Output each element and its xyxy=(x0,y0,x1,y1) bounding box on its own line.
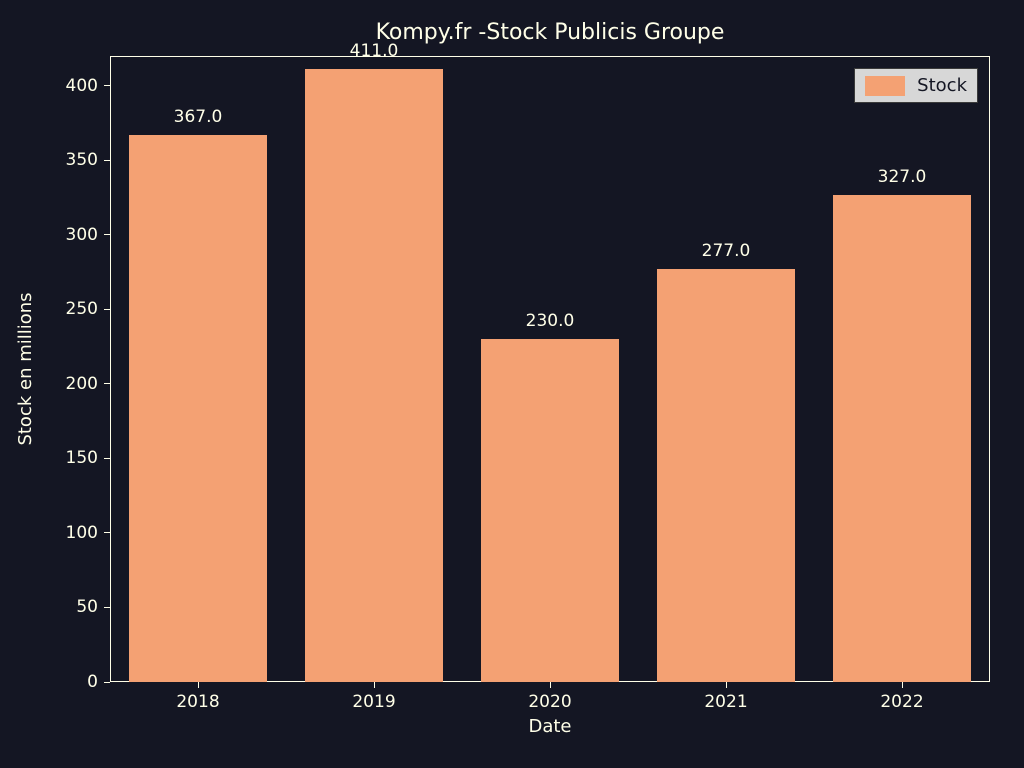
x-tick-label: 2020 xyxy=(528,692,571,712)
legend-label: Stock xyxy=(917,75,967,96)
x-tick-mark xyxy=(374,682,375,688)
x-tick-label: 2018 xyxy=(176,692,219,712)
y-tick-label: 250 xyxy=(66,299,98,319)
y-tick-label: 100 xyxy=(66,523,98,543)
x-tick-mark xyxy=(198,682,199,688)
legend-swatch xyxy=(865,76,905,96)
bar xyxy=(657,269,794,682)
x-tick-mark xyxy=(902,682,903,688)
chart-title: Kompy.fr -Stock Publicis Groupe xyxy=(376,20,725,45)
y-tick-label: 50 xyxy=(76,597,98,617)
x-tick-label: 2021 xyxy=(704,692,747,712)
spine-left xyxy=(110,56,111,682)
y-axis-label: Stock en millions xyxy=(15,292,36,445)
spine-right xyxy=(989,56,990,682)
y-tick-mark xyxy=(104,309,110,310)
spine-top xyxy=(110,56,990,57)
x-tick-mark xyxy=(726,682,727,688)
bar-value-label: 367.0 xyxy=(174,107,223,127)
bar xyxy=(481,339,618,682)
legend: Stock xyxy=(854,68,978,103)
y-tick-label: 0 xyxy=(87,672,98,692)
bar xyxy=(833,195,970,682)
bar-value-label: 327.0 xyxy=(878,167,927,187)
y-tick-mark xyxy=(104,607,110,608)
figure: 367.0411.0230.0277.0327.0 Stock Kompy.fr… xyxy=(0,0,1024,768)
bar-value-label: 277.0 xyxy=(702,241,751,261)
y-tick-label: 150 xyxy=(66,448,98,468)
y-tick-mark xyxy=(104,532,110,533)
y-tick-mark xyxy=(104,85,110,86)
y-tick-mark xyxy=(104,160,110,161)
y-tick-label: 350 xyxy=(66,150,98,170)
y-tick-mark xyxy=(104,682,110,683)
y-tick-mark xyxy=(104,383,110,384)
bar xyxy=(129,135,266,682)
bar-value-label: 230.0 xyxy=(526,311,575,331)
x-axis-label: Date xyxy=(528,716,571,737)
y-tick-label: 300 xyxy=(66,225,98,245)
x-tick-label: 2022 xyxy=(880,692,923,712)
x-tick-label: 2019 xyxy=(352,692,395,712)
y-tick-mark xyxy=(104,234,110,235)
y-tick-mark xyxy=(104,458,110,459)
y-tick-label: 400 xyxy=(66,76,98,96)
y-tick-label: 200 xyxy=(66,374,98,394)
x-tick-mark xyxy=(550,682,551,688)
plot-area: 367.0411.0230.0277.0327.0 Stock xyxy=(110,56,990,682)
bar xyxy=(305,69,442,682)
